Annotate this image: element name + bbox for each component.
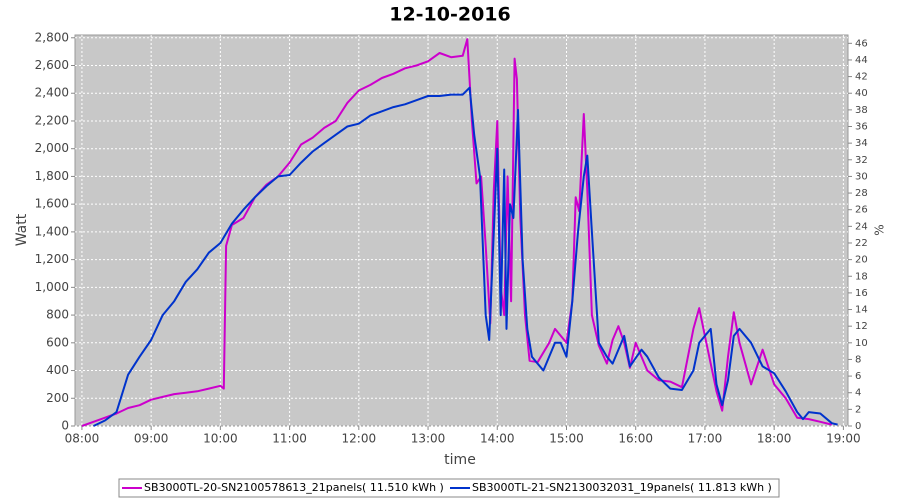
- y2-tick-label: 42: [855, 72, 868, 83]
- x-axis-label: time: [444, 452, 476, 468]
- y2-tick-label: 16: [855, 288, 868, 299]
- y2-tick-label: 44: [855, 55, 868, 66]
- x-tick-label: 18:00: [757, 432, 792, 446]
- y2-tick-label: 24: [855, 221, 868, 232]
- y-tick-label: 2,600: [35, 58, 69, 72]
- y2-tick-label: 26: [855, 205, 868, 216]
- y-tick-label: 2,200: [35, 113, 69, 127]
- y-tick-label: 200: [46, 391, 69, 405]
- y2-tick-label: 10: [855, 338, 868, 349]
- y2-tick-label: 34: [855, 138, 868, 149]
- x-tick-label: 11:00: [272, 432, 307, 446]
- y2-tick-label: 6: [855, 371, 861, 382]
- y-tick-label: 1,400: [35, 224, 69, 238]
- y2-tick-label: 22: [855, 238, 868, 249]
- legend-label: SB3000TL-21-SN2130032031_19panels( 11.81…: [472, 481, 772, 494]
- y2-tick-label: 12: [855, 321, 868, 332]
- y-tick-label: 800: [46, 308, 69, 322]
- y-tick-label: 2,800: [35, 30, 69, 44]
- legend: [118, 478, 780, 498]
- y2-tick-label: 20: [855, 255, 868, 266]
- x-tick-label: 12:00: [342, 432, 377, 446]
- y-tick-label: 400: [46, 363, 69, 377]
- x-tick-label: 08:00: [65, 432, 100, 446]
- y2-tick-label: 2: [855, 404, 861, 415]
- y2-tick-label: 8: [855, 354, 861, 365]
- legend-label: SB3000TL-20-SN2100578613_21panels( 11.51…: [144, 481, 444, 494]
- y-tick-label: 1,800: [35, 169, 69, 183]
- x-tick-label: 16:00: [618, 432, 653, 446]
- y2-tick-label: 46: [855, 38, 868, 49]
- x-tick-label: 09:00: [134, 432, 169, 446]
- y2-tick-label: 18: [855, 271, 868, 282]
- y2-tick-label: 4: [855, 388, 861, 399]
- x-tick-label: 15:00: [549, 432, 584, 446]
- plot-area: [74, 34, 849, 427]
- chart-title: 12-10-2016: [389, 4, 511, 26]
- series-line: [93, 86, 838, 427]
- y-tick-label: 0: [61, 419, 69, 433]
- y-tick-label: 1,600: [35, 197, 69, 211]
- x-tick-label: 13:00: [411, 432, 446, 446]
- y2-axis-label: %: [873, 224, 887, 235]
- y-tick-label: 1,000: [35, 280, 69, 294]
- x-tick-label: 17:00: [688, 432, 723, 446]
- x-tick-label: 19:00: [826, 432, 861, 446]
- y2-tick-label: 38: [855, 105, 868, 116]
- x-tick-label: 10:00: [203, 432, 238, 446]
- y-tick-label: 600: [46, 335, 69, 349]
- y-tick-label: 2,400: [35, 86, 69, 100]
- y-tick-label: 2,000: [35, 141, 69, 155]
- y2-tick-label: 0: [855, 421, 861, 432]
- y2-tick-label: 30: [855, 171, 868, 182]
- y2-tick-label: 40: [855, 88, 868, 99]
- y2-tick-label: 32: [855, 155, 868, 166]
- y-axis-label: Watt: [14, 213, 30, 246]
- y2-tick-label: 36: [855, 122, 868, 133]
- x-tick-label: 14:00: [480, 432, 515, 446]
- y2-tick-label: 14: [855, 305, 868, 316]
- y2-tick-label: 28: [855, 188, 868, 199]
- y-tick-label: 1,200: [35, 252, 69, 266]
